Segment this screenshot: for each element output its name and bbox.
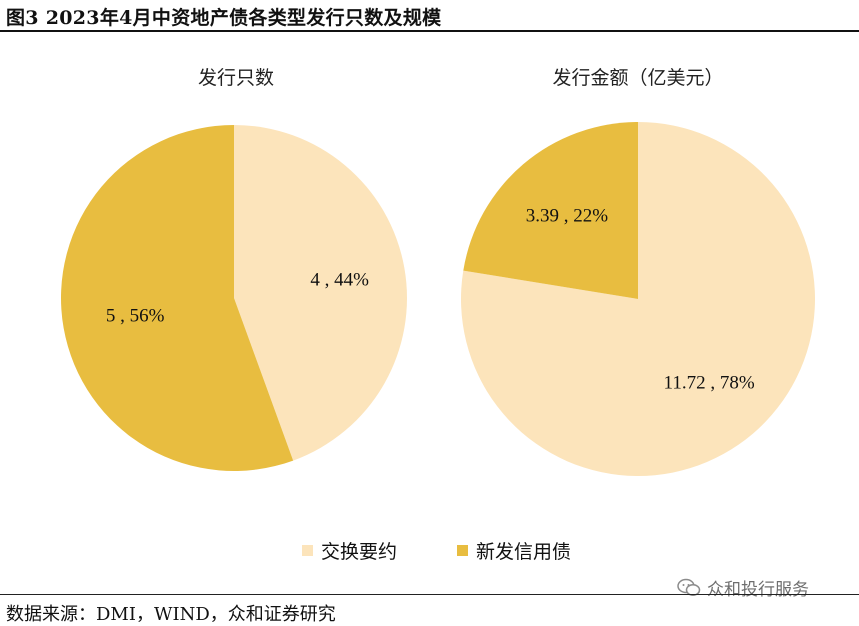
data-label-exchangeable-count: 4 , 44% <box>310 269 369 290</box>
source-note: 数据来源：DMI，WIND，众和证券研究 <box>6 604 336 625</box>
slice-new-credit-count <box>60 125 294 472</box>
watermark-text: 众和投行服务 <box>707 580 809 600</box>
legend-label-exchangeable: 交换要约 <box>321 541 398 563</box>
watermark: 众和投行服务 <box>677 575 809 600</box>
title-rule <box>0 30 859 32</box>
pie-chart-count: 4 , 44% 5 , 56% <box>60 125 408 472</box>
legend-label-new-credit: 新发信用债 <box>476 541 572 563</box>
figure-title: 图3 2023年4月中资地产债各类型发行只数及规模 <box>6 7 442 29</box>
chart-title-amount: 发行金额（亿美元） <box>552 67 723 89</box>
slice-exchangeable-count <box>234 125 408 461</box>
legend-swatch-exchangeable <box>302 545 313 556</box>
data-label-new-credit-amount: 3.39 , 22% <box>526 205 609 226</box>
data-label-new-credit-count: 5 , 56% <box>106 305 165 326</box>
source-rule <box>0 594 859 595</box>
legend-item-new-credit: 新发信用债 <box>457 537 571 564</box>
legend: 交换要约 新发信用债 <box>302 537 571 564</box>
chart-title-count: 发行只数 <box>198 67 274 89</box>
wechat-icon <box>677 578 701 596</box>
slice-new-credit-amount <box>463 122 638 299</box>
pie-charts-area: 发行只数 发行金额（亿美元） 4 , 44% 5 , 56% 11.72 , 78… <box>60 67 815 476</box>
legend-item-exchangeable: 交换要约 <box>302 537 397 564</box>
slice-exchangeable-amount <box>460 122 815 476</box>
legend-swatch-new-credit <box>457 545 469 556</box>
data-label-exchangeable-amount: 11.72 , 78% <box>664 373 755 394</box>
pie-chart-amount: 11.72 , 78% 3.39 , 22% <box>460 122 815 476</box>
